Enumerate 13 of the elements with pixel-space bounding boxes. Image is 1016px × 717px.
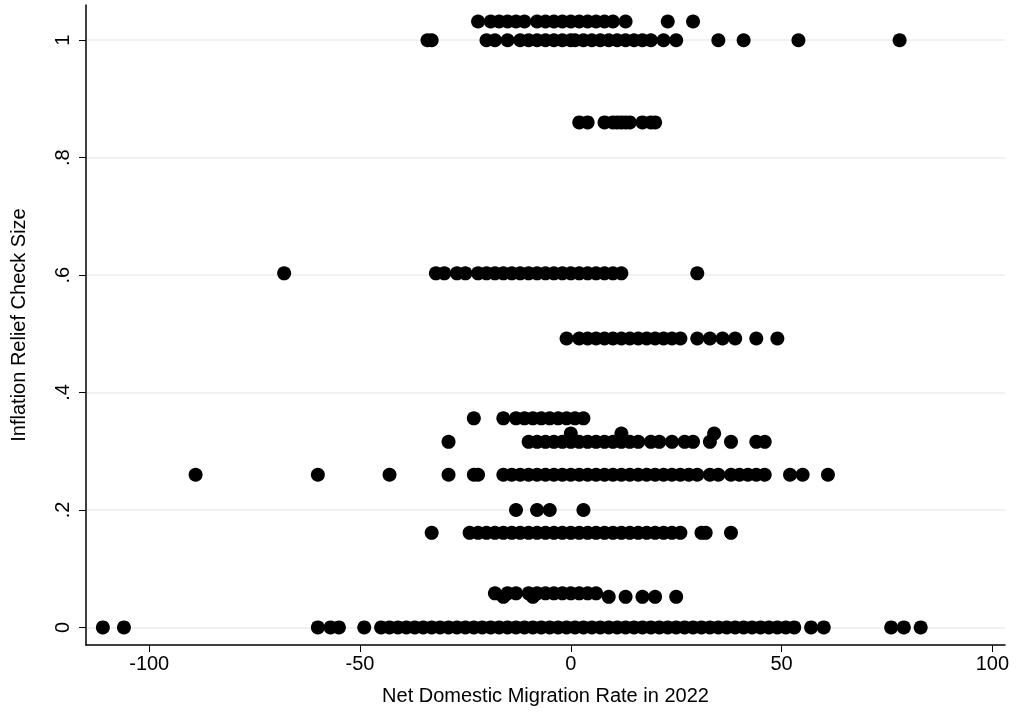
x-tick-label: 100	[975, 652, 1010, 674]
y-tick-label: .6	[51, 266, 73, 284]
y-tick-label: 0	[51, 621, 73, 633]
x-tick-label: -50	[345, 652, 375, 674]
x-tick-label: 0	[565, 652, 577, 674]
y-axis-title: Inflation Relief Check Size	[7, 208, 29, 442]
y-tick-label: .4	[51, 384, 73, 401]
x-tick-label: 50	[770, 652, 793, 674]
x-tick-label: -100	[129, 652, 170, 674]
y-tick-label: .8	[51, 149, 73, 166]
y-tick-label: 1	[51, 34, 73, 46]
y-tick-label: .2	[51, 501, 73, 519]
x-axis-title: Net Domestic Migration Rate in 2022	[382, 684, 709, 706]
